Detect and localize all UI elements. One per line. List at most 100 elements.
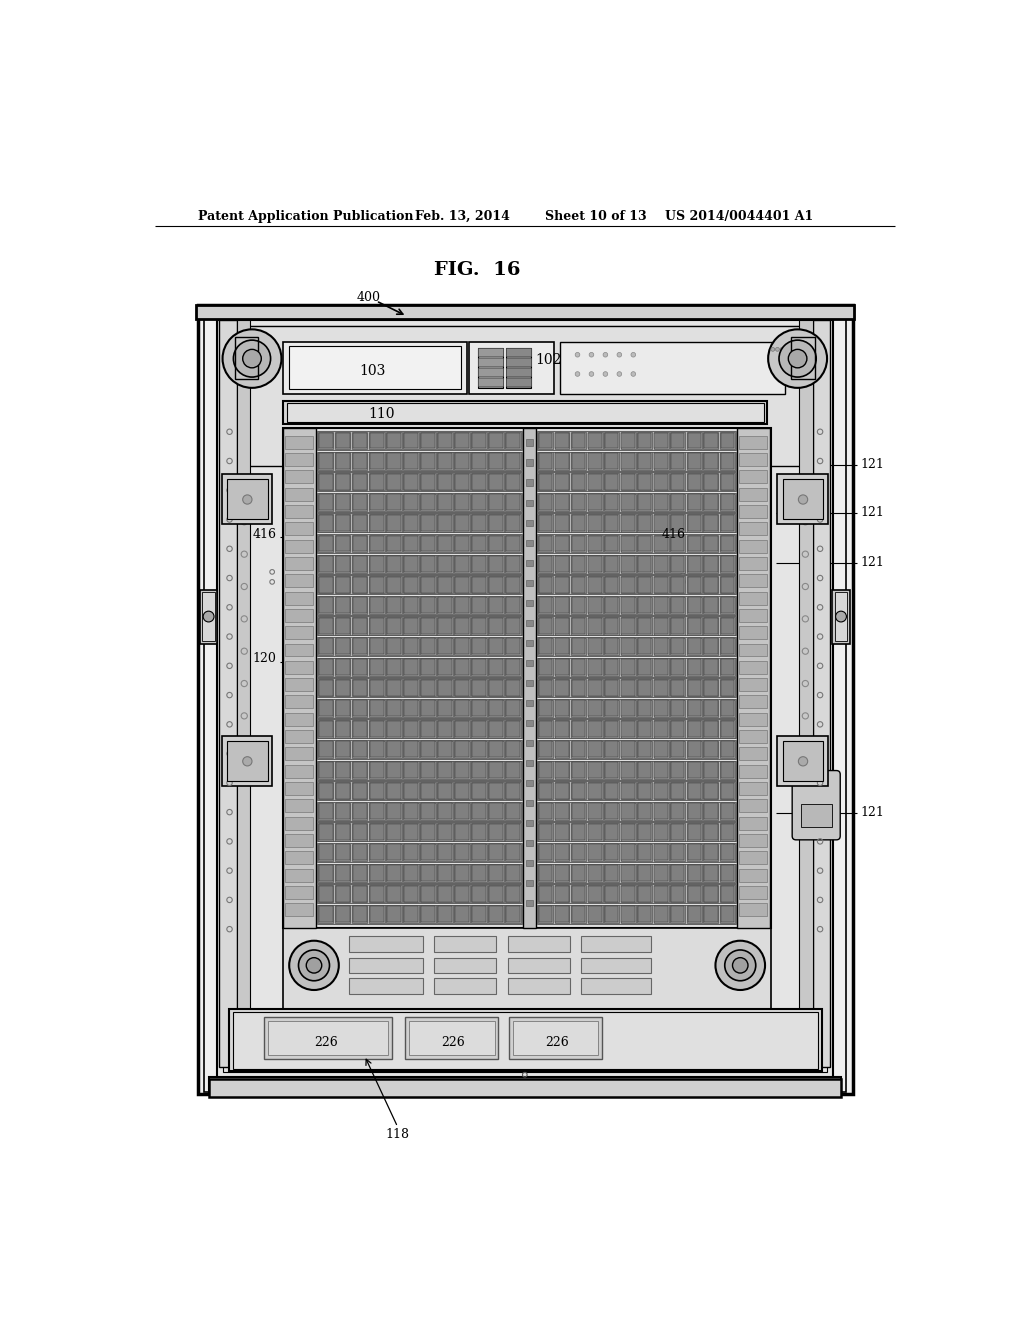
Bar bbox=[471, 721, 486, 738]
Bar bbox=[434, 936, 496, 952]
Bar bbox=[488, 453, 504, 470]
Bar bbox=[387, 598, 400, 614]
Bar bbox=[508, 958, 569, 973]
Bar bbox=[671, 886, 684, 902]
Bar bbox=[671, 804, 684, 820]
Bar bbox=[472, 701, 486, 717]
Bar bbox=[571, 598, 586, 614]
Bar bbox=[223, 326, 827, 1072]
Circle shape bbox=[575, 372, 580, 376]
Bar bbox=[571, 701, 586, 717]
Bar bbox=[336, 556, 349, 572]
Bar bbox=[336, 536, 349, 552]
Bar bbox=[420, 721, 435, 738]
Bar bbox=[589, 659, 602, 675]
Bar bbox=[555, 618, 569, 635]
Bar bbox=[555, 742, 568, 758]
Bar bbox=[455, 597, 470, 614]
Bar bbox=[637, 638, 652, 655]
Bar bbox=[506, 639, 520, 655]
Bar bbox=[654, 721, 668, 737]
Bar bbox=[654, 824, 668, 840]
Bar bbox=[538, 535, 553, 552]
Bar bbox=[370, 680, 384, 696]
Bar bbox=[386, 618, 401, 635]
Bar bbox=[283, 928, 771, 1010]
Bar bbox=[622, 639, 635, 655]
Bar bbox=[369, 432, 385, 449]
Bar bbox=[406, 1016, 499, 1059]
Bar bbox=[571, 721, 586, 737]
Bar bbox=[687, 906, 701, 923]
Bar bbox=[403, 845, 418, 861]
Bar bbox=[489, 680, 503, 696]
Bar bbox=[420, 618, 435, 635]
Bar bbox=[605, 701, 618, 717]
Bar bbox=[739, 644, 767, 656]
Bar bbox=[638, 433, 651, 449]
Bar bbox=[705, 680, 718, 696]
Bar bbox=[506, 598, 520, 614]
Bar bbox=[588, 781, 602, 800]
Bar bbox=[420, 638, 435, 655]
Bar bbox=[318, 845, 333, 861]
Circle shape bbox=[589, 352, 594, 356]
Bar bbox=[352, 845, 367, 861]
Bar bbox=[621, 494, 636, 511]
Bar bbox=[720, 762, 735, 779]
Bar bbox=[317, 556, 334, 573]
Bar bbox=[455, 843, 470, 861]
Bar bbox=[703, 678, 718, 697]
Bar bbox=[589, 577, 602, 593]
Bar bbox=[403, 906, 419, 923]
Bar bbox=[386, 473, 401, 491]
Circle shape bbox=[603, 372, 607, 376]
Bar bbox=[352, 886, 367, 902]
Bar bbox=[472, 556, 486, 572]
Bar bbox=[370, 433, 384, 449]
Bar bbox=[703, 659, 718, 676]
Bar bbox=[421, 618, 435, 634]
Bar bbox=[317, 822, 521, 841]
Bar bbox=[588, 618, 602, 635]
Bar bbox=[671, 556, 684, 572]
Bar bbox=[538, 513, 553, 532]
Bar bbox=[555, 536, 568, 552]
Bar bbox=[286, 644, 313, 656]
Bar bbox=[352, 884, 368, 903]
Bar bbox=[369, 618, 385, 635]
Bar bbox=[488, 576, 504, 594]
Bar bbox=[437, 494, 453, 511]
Bar bbox=[705, 721, 718, 737]
Bar bbox=[703, 535, 718, 552]
Bar bbox=[506, 741, 521, 758]
Bar bbox=[589, 515, 602, 531]
Bar bbox=[438, 824, 452, 840]
Bar bbox=[352, 804, 367, 820]
Bar bbox=[317, 719, 521, 738]
Bar bbox=[488, 513, 504, 532]
Bar bbox=[455, 721, 470, 738]
Bar bbox=[588, 659, 602, 676]
Bar bbox=[671, 433, 684, 449]
Bar bbox=[721, 742, 734, 758]
Bar bbox=[604, 678, 620, 697]
Bar bbox=[622, 886, 635, 902]
Bar bbox=[352, 741, 368, 758]
Bar bbox=[705, 494, 718, 511]
Bar bbox=[421, 433, 435, 449]
Bar bbox=[352, 576, 368, 594]
Bar bbox=[687, 865, 701, 880]
Bar bbox=[403, 598, 418, 614]
Bar bbox=[472, 804, 486, 820]
Bar bbox=[318, 494, 333, 511]
Bar bbox=[638, 742, 651, 758]
Bar bbox=[420, 597, 435, 614]
Bar bbox=[739, 730, 767, 743]
Bar bbox=[539, 618, 552, 634]
Bar bbox=[589, 824, 602, 840]
Bar bbox=[721, 886, 734, 902]
Bar bbox=[605, 804, 618, 820]
Bar bbox=[720, 781, 735, 800]
Bar bbox=[653, 721, 669, 738]
